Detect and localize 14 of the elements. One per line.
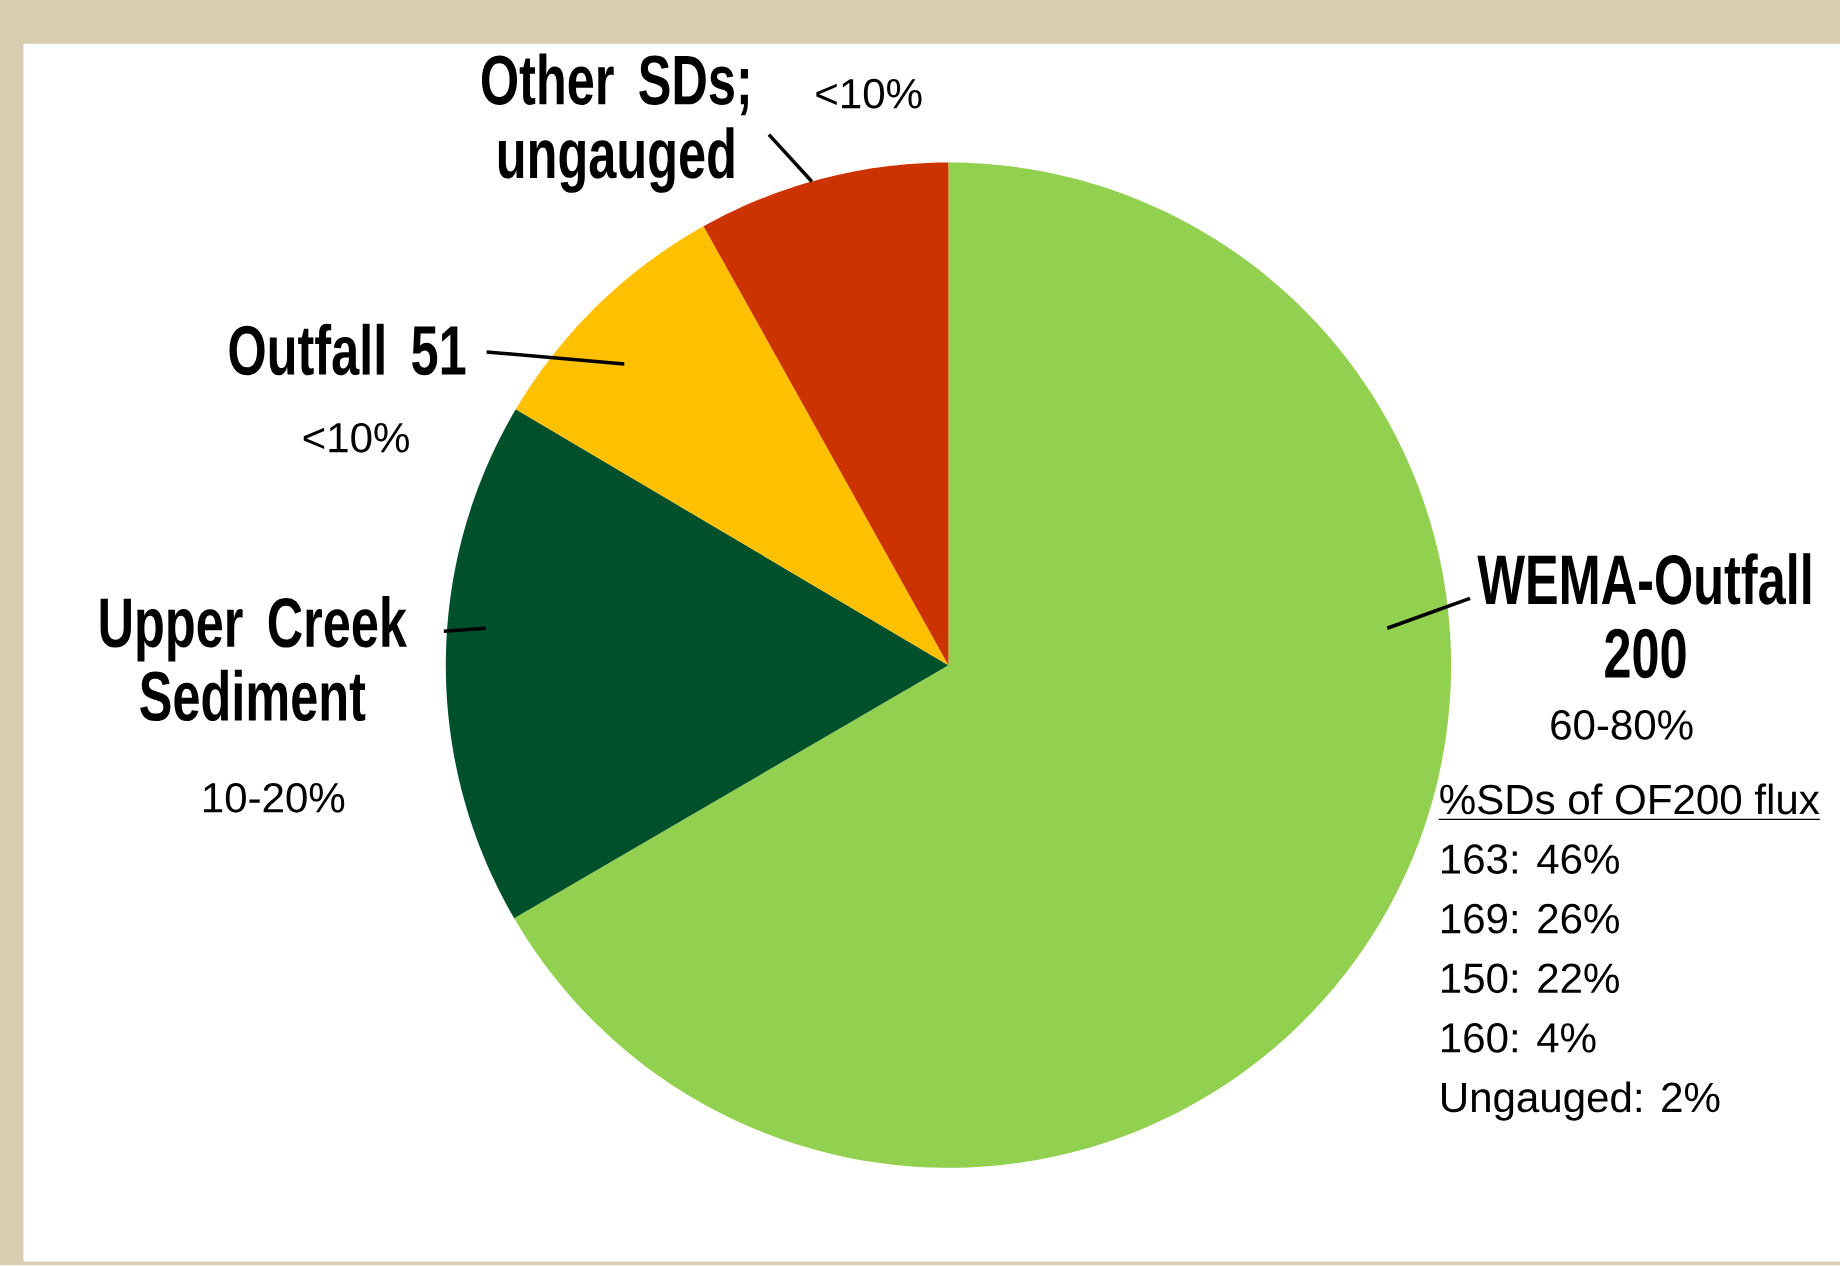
text: 169: 26% [1441, 904, 1619, 934]
slice-label: WEMA-Outfall 200 [1477, 553, 1811, 679]
text: Ungauged: 2% [1442, 1081, 1720, 1121]
text: %SDs of OF200 flux [1440, 783, 1820, 815]
slice-label: Upper Creek Sediment [100, 596, 407, 722]
text: <10% [816, 79, 922, 109]
text: 10-20% [203, 783, 345, 813]
text: <10% [303, 423, 409, 453]
text: 163: 46% [1441, 844, 1619, 875]
text: 150: 22% [1441, 963, 1619, 994]
slice-label: Other SDs; ungauged [481, 53, 748, 194]
text: 160: 4% [1441, 1023, 1596, 1053]
text: 60-80% [1551, 710, 1693, 741]
slice-label: Outfall 51 [229, 324, 466, 376]
